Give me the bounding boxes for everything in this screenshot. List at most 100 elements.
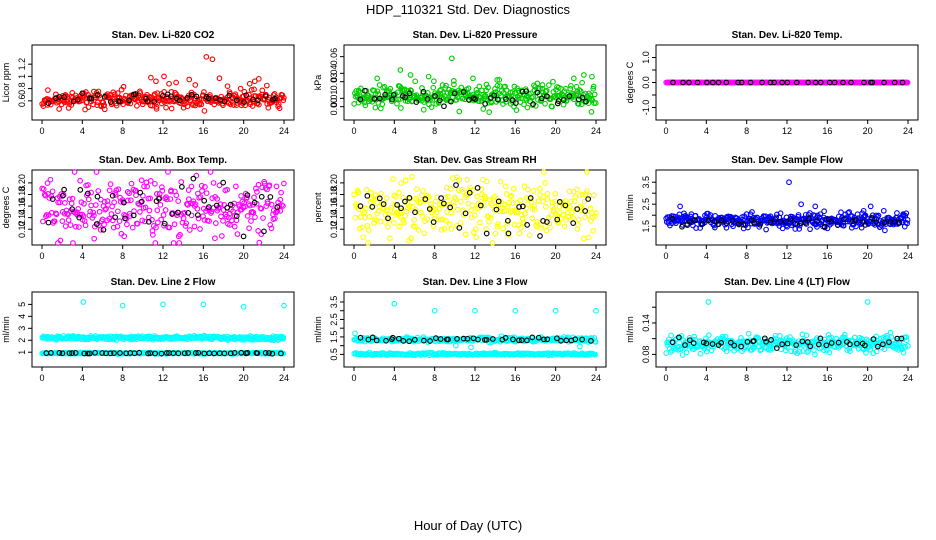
y-tick-label: 3.5 [641,176,651,189]
data-point [262,93,269,99]
data-point [388,204,395,211]
y-tick-label: 0.16 [17,197,27,215]
data-point [153,224,159,231]
x-tick-label: 16 [198,373,208,383]
data-point [40,186,47,193]
data-point [894,210,900,216]
x-tick-label: 12 [470,373,480,383]
data-point [157,201,164,208]
data-points [351,300,599,359]
data-point [460,89,467,95]
data-point [59,218,66,224]
data-point [365,240,371,246]
data-point [267,222,274,228]
x-tick-label: 8 [432,126,437,136]
data-point [382,91,389,98]
data-point [152,240,159,246]
data-point [568,82,574,89]
data-point [227,201,234,208]
data-point [182,223,189,229]
data-point [526,232,533,239]
data-point [387,235,393,242]
data-point [452,196,459,203]
data-point [77,187,84,193]
x-tick-label: 20 [863,373,873,383]
data-point [530,101,536,107]
x-tick-label: 24 [591,251,601,261]
data-point [456,176,463,183]
y-tick-label: 0.12 [329,220,339,238]
data-point [148,74,154,81]
data-point [179,184,185,190]
data-point [398,180,405,187]
data-point [485,84,491,91]
data-point [456,108,463,115]
data-point [77,177,83,184]
data-point [457,220,464,226]
x-tick-label: 0 [351,126,356,136]
x-tick-label: 12 [158,373,168,383]
data-point [260,215,266,221]
data-point [212,220,219,226]
y-tick-label: 0.14 [329,209,339,227]
data-point [122,215,128,222]
data-point [840,79,846,86]
data-point [96,208,103,215]
data-point [209,56,216,63]
data-point [43,212,50,218]
data-point [184,202,191,208]
x-tick-label: 12 [782,126,792,136]
data-point [274,204,281,210]
data-point [869,79,876,86]
y-axis-label: percent [313,192,323,223]
data-point [468,207,474,214]
data-point [185,196,192,202]
data-point [821,208,827,215]
data-point [153,104,160,110]
data-point [181,210,188,216]
data-point [254,189,260,195]
data-point [185,187,192,193]
data-point [759,79,765,86]
x-tick-label: 0 [39,251,44,261]
data-point [590,85,597,92]
data-point [100,99,107,106]
data-point [268,201,275,208]
data-point [44,180,51,187]
data-point [150,231,156,238]
x-tick-label: 12 [782,251,792,261]
data-point [443,217,449,224]
data-points [39,169,287,246]
data-point [439,216,446,223]
data-point [861,79,867,86]
data-point [114,223,121,230]
data-point [451,81,457,88]
data-point [278,202,285,208]
x-tick-label: 8 [120,126,125,136]
data-point [85,196,92,203]
data-point [82,222,89,229]
data-point [184,201,190,207]
data-point [402,94,408,101]
data-point [246,80,253,87]
plot-frame [655,291,919,368]
data-point [391,300,398,307]
data-point [488,99,494,105]
data-point [363,205,369,212]
data-point [277,208,284,214]
data-point [576,87,583,93]
data-point [387,207,394,214]
data-point [358,214,364,220]
data-point [250,209,257,216]
data-point [798,201,804,208]
data-point [592,100,599,106]
data-point [167,196,174,202]
data-point [88,189,94,196]
data-point [178,179,185,185]
data-point [45,100,52,106]
y-axis-label: degrees C [625,61,635,103]
data-point [100,226,107,233]
chart-panel-8: Stan. Dev. Line 3 Flow ml/min 0 4 8 12 16 20 24 0… [313,277,607,383]
data-point [65,217,72,223]
y-tick-label: 1.5 [329,331,339,344]
